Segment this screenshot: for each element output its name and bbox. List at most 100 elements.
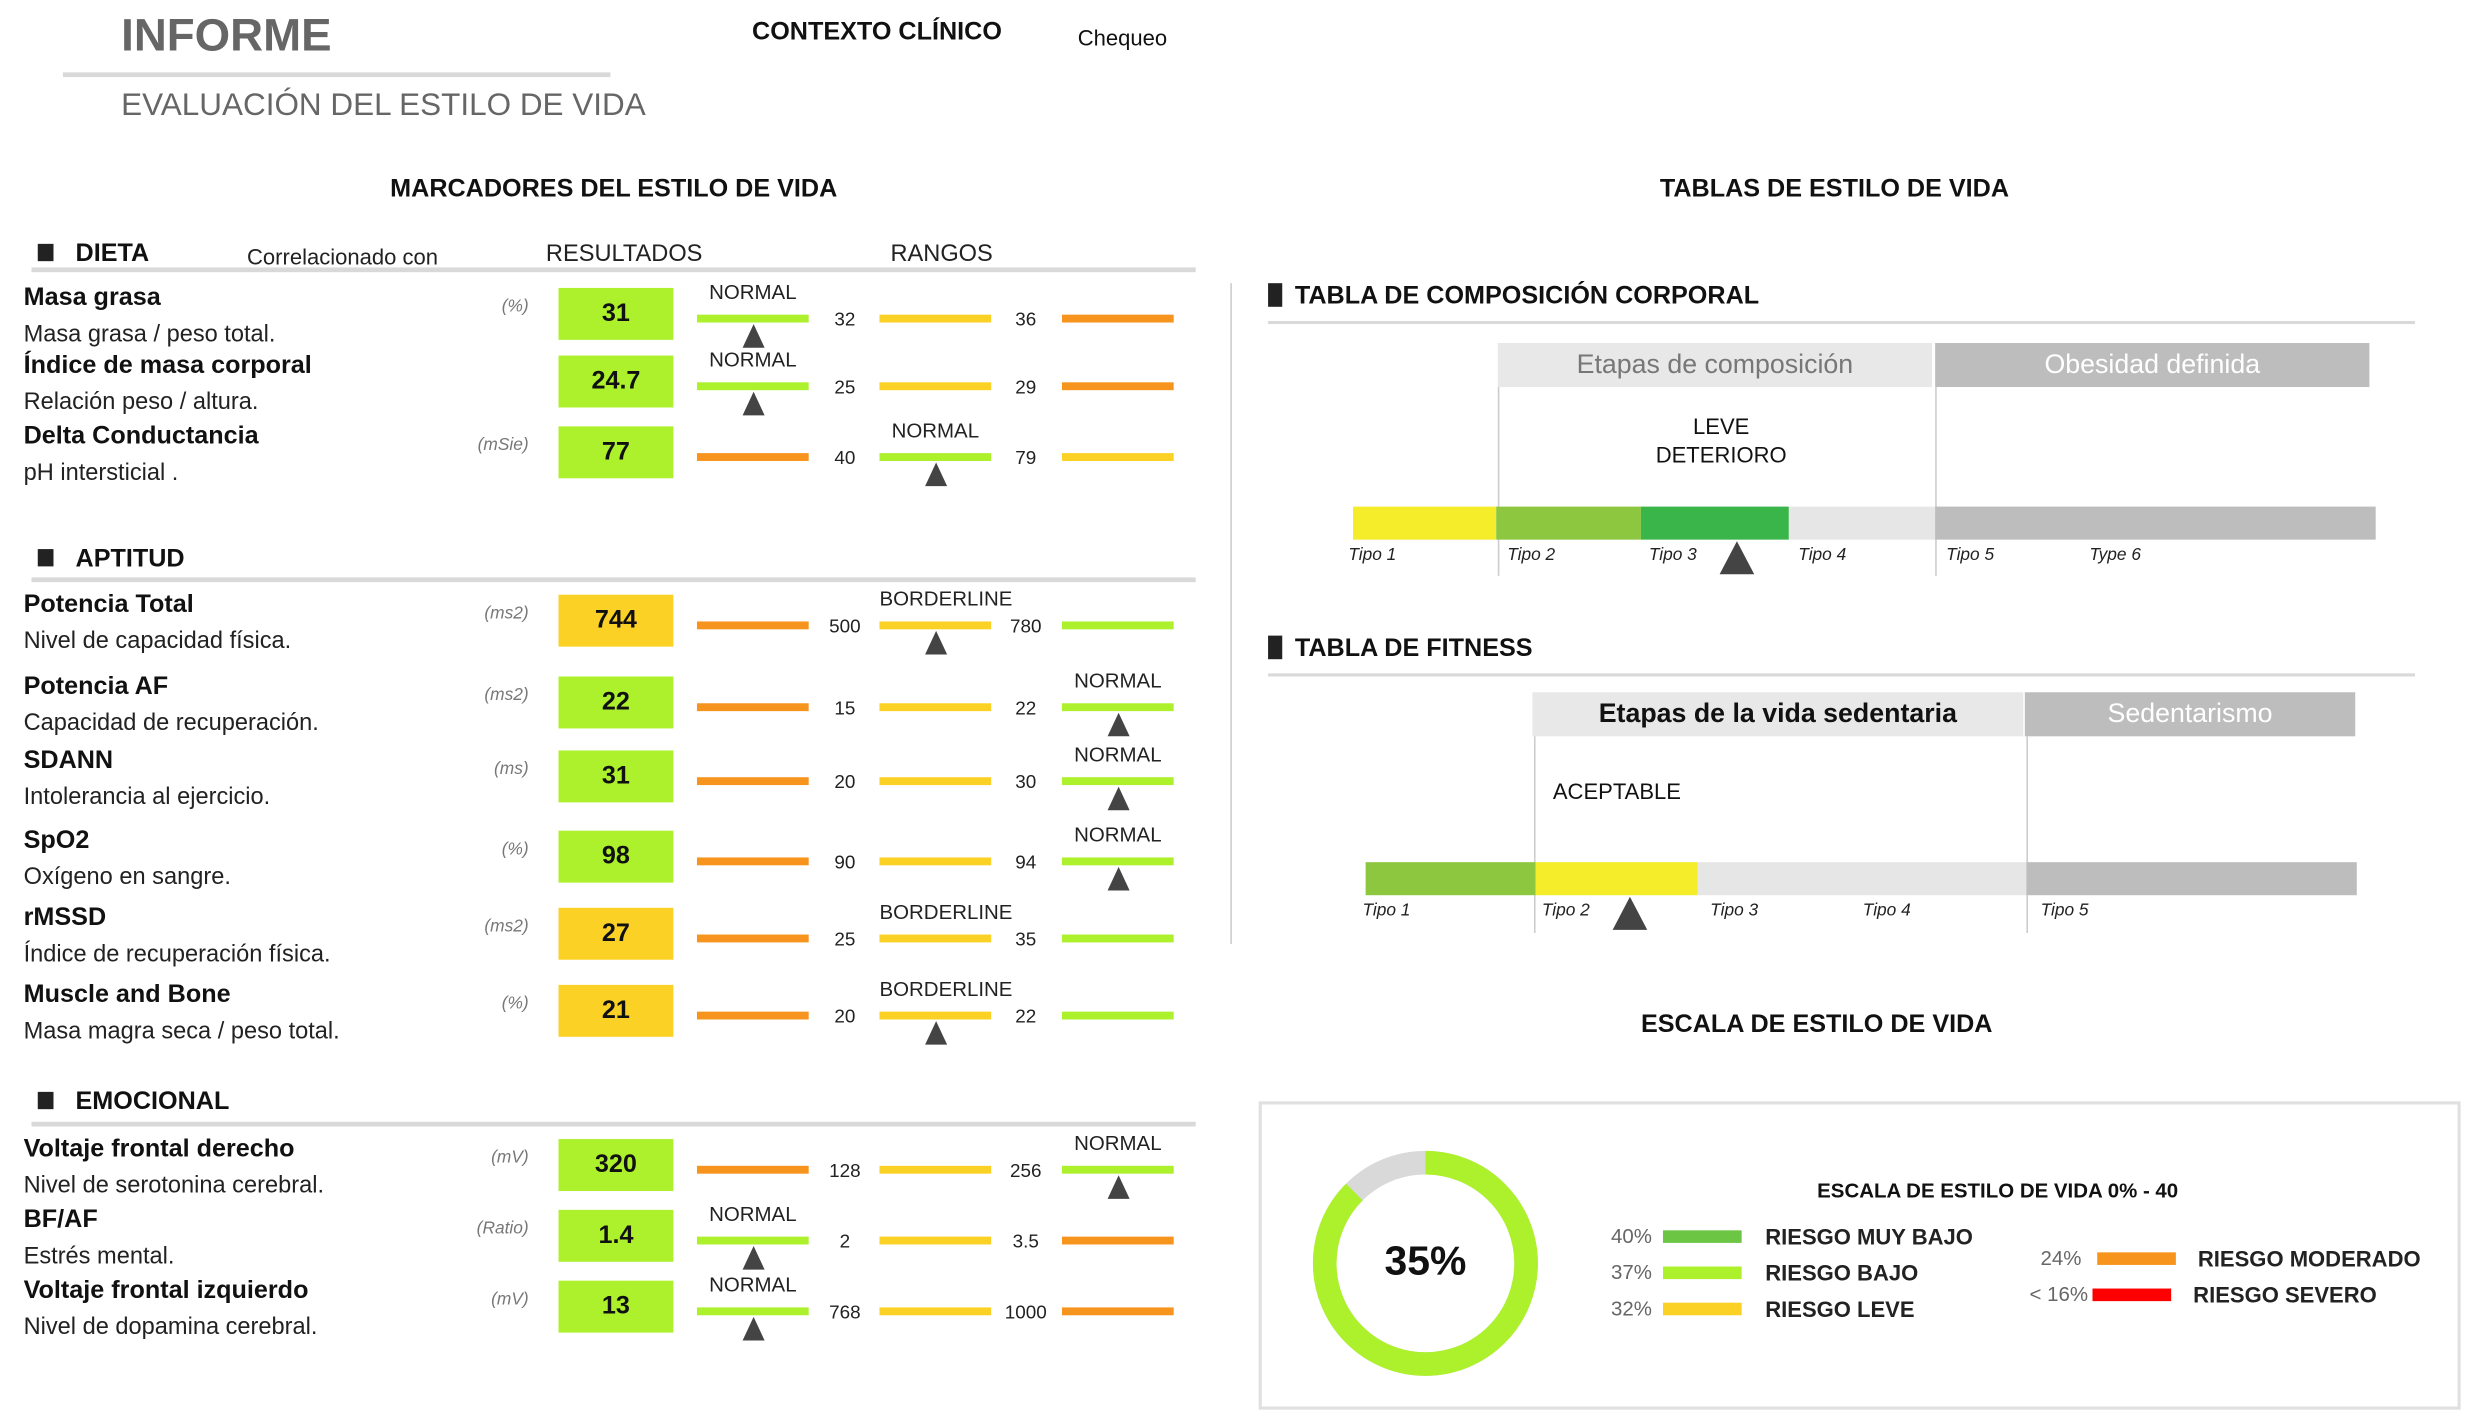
marker-row: Voltaje frontal izquierdo Nivel de dopami… [0,1273,1196,1350]
marker-name: Índice de masa corporal [23,352,312,380]
range-threshold: 780 [1010,615,1042,638]
range-segment-green [1061,1165,1174,1174]
stage-bar-segment [1365,862,1536,896]
section-bullet-icon [37,549,54,567]
legend-swatch [1662,1266,1742,1280]
range-segment-orange [696,777,809,786]
status-label: NORMAL [1074,668,1162,693]
marker-row: rMSSD Índice de recuperación física. (ms2)… [0,900,1196,977]
table-divider [1268,320,2416,325]
marker-row: SDANN Intolerancia al ejercicio. (ms) 31 20 3… [0,743,1196,819]
context-value: Chequeo [1077,25,1168,51]
marker-triangle-icon [1612,896,1648,930]
stage-divider [1935,387,1937,576]
type-label: Tipo 2 [1541,901,1590,921]
range-segment-yellow [879,621,992,630]
status-label: BORDERLINE [879,977,1013,1001]
marker-description: Nivel de dopamina cerebral. [23,1313,318,1341]
section-header-emocional: EMOCIONAL [37,1089,229,1117]
legend-swatch [2092,1288,2172,1302]
marker-triangle-icon [741,1246,764,1270]
range-threshold: 30 [1015,770,1037,793]
table-divider [1268,673,2416,677]
range-segment-green [696,314,809,323]
legend-percent: < 16% [2029,1282,2089,1306]
marker-row: SpO2 Oxígeno en sangre. (%) 98 90 94 NORMAL [0,823,1196,900]
range-threshold: 25 [834,928,856,951]
stage-result: ACEPTABLE [1552,778,1681,804]
stage-header: Etapas de la vida sedentaria [1532,692,2024,737]
range-threshold: 500 [829,615,861,638]
context-label: CONTEXTO CLÍNICO [752,18,1002,46]
marker-name: Delta Conductancia [23,423,259,450]
stage-bar-segment [1697,862,2027,896]
marker-triangle-icon [924,1021,947,1045]
marker-triangle-icon [1106,1175,1129,1199]
type-label: Tipo 4 [1798,545,1847,565]
status-label: NORMAL [1074,742,1162,767]
marker-name: Muscle and Bone [23,981,231,1009]
result-value: 31 [558,750,674,803]
marker-description: Estrés mental. [23,1242,175,1270]
marker-row: Potencia Total Nivel de capacidad física.… [0,587,1196,664]
marker-unit: (ms) [494,759,529,779]
range-segment-orange [1061,314,1174,323]
range-segment-yellow [879,934,992,943]
range-segment-orange [696,621,809,630]
marker-triangle-icon [1106,712,1129,737]
range-segment-yellow [879,382,992,391]
legend-swatch [1662,1302,1742,1316]
stage-bar-segment [1935,506,2376,540]
range-segment-green [879,453,992,461]
column-correlated: Correlacionado con [247,243,439,270]
marker-description: pH intersticial . [23,459,179,487]
range-segment-green [696,382,809,391]
legend-item: 32% RIESGO LEVE [1605,1296,2046,1324]
column-ranges: RANGOS [890,240,993,268]
result-value: 22 [558,676,674,729]
legend-label: RIESGO SEVERO [2193,1282,2377,1308]
range-threshold: 15 [834,696,856,719]
table-title: TABLA DE COMPOSICIÓN CORPORAL [1268,283,1759,311]
legend-label: RIESGO BAJO [1765,1260,1919,1286]
report-title: INFORME [121,11,332,62]
range-segment-yellow [879,314,992,323]
section-divider [31,1121,1196,1127]
legend-swatch [2097,1252,2176,1265]
range-threshold: 35 [1015,928,1037,951]
result-value: 98 [558,830,674,883]
range-threshold: 90 [834,851,856,874]
status-label: NORMAL [709,280,797,304]
range-segment-green [696,1236,809,1245]
section-bullet-icon [37,1091,54,1110]
legend-percent: 40% [1611,1224,1652,1248]
range-segment-orange [1061,1236,1174,1245]
status-label: NORMAL [1074,822,1162,847]
type-label: Tipo 1 [1362,901,1411,921]
marker-row: BF/AF Estrés mental. (Ratio) 1.4 2 3.5 NORMAL [0,1202,1196,1279]
marker-triangle-icon [1719,541,1755,575]
marker-description: Índice de recuperación física. [23,940,331,968]
stage-bar-segment [1535,862,1698,896]
section-title: APTITUD [75,545,185,573]
marker-name: Voltaje frontal izquierdo [23,1277,309,1305]
table-title: TABLA DE FITNESS [1268,635,1533,664]
marker-row: Masa grasa Masa grasa / peso total. (%) 31 3… [0,280,1196,357]
marker-unit: (Ratio) [476,1219,529,1239]
marker-description: Intolerancia al ejercicio. [23,783,271,811]
range-threshold: 94 [1015,851,1037,874]
result-value: 24.7 [558,355,674,408]
marker-row: Voltaje frontal derecho Nivel de serotoni… [0,1131,1196,1208]
range-threshold: 20 [834,770,856,793]
table-bullet-icon [1268,635,1283,660]
legend-item: 24% RIESGO MODERADO [2034,1246,2467,1274]
marker-name: rMSSD [23,904,107,932]
range-segment-orange [1061,1307,1174,1316]
range-threshold: 22 [1015,696,1037,719]
marker-name: SpO2 [23,827,90,855]
marker-name: Potencia Total [23,591,194,619]
stage-bar-segment [1353,506,1497,540]
stage-divider [1497,387,1500,576]
status-label: NORMAL [709,347,797,372]
